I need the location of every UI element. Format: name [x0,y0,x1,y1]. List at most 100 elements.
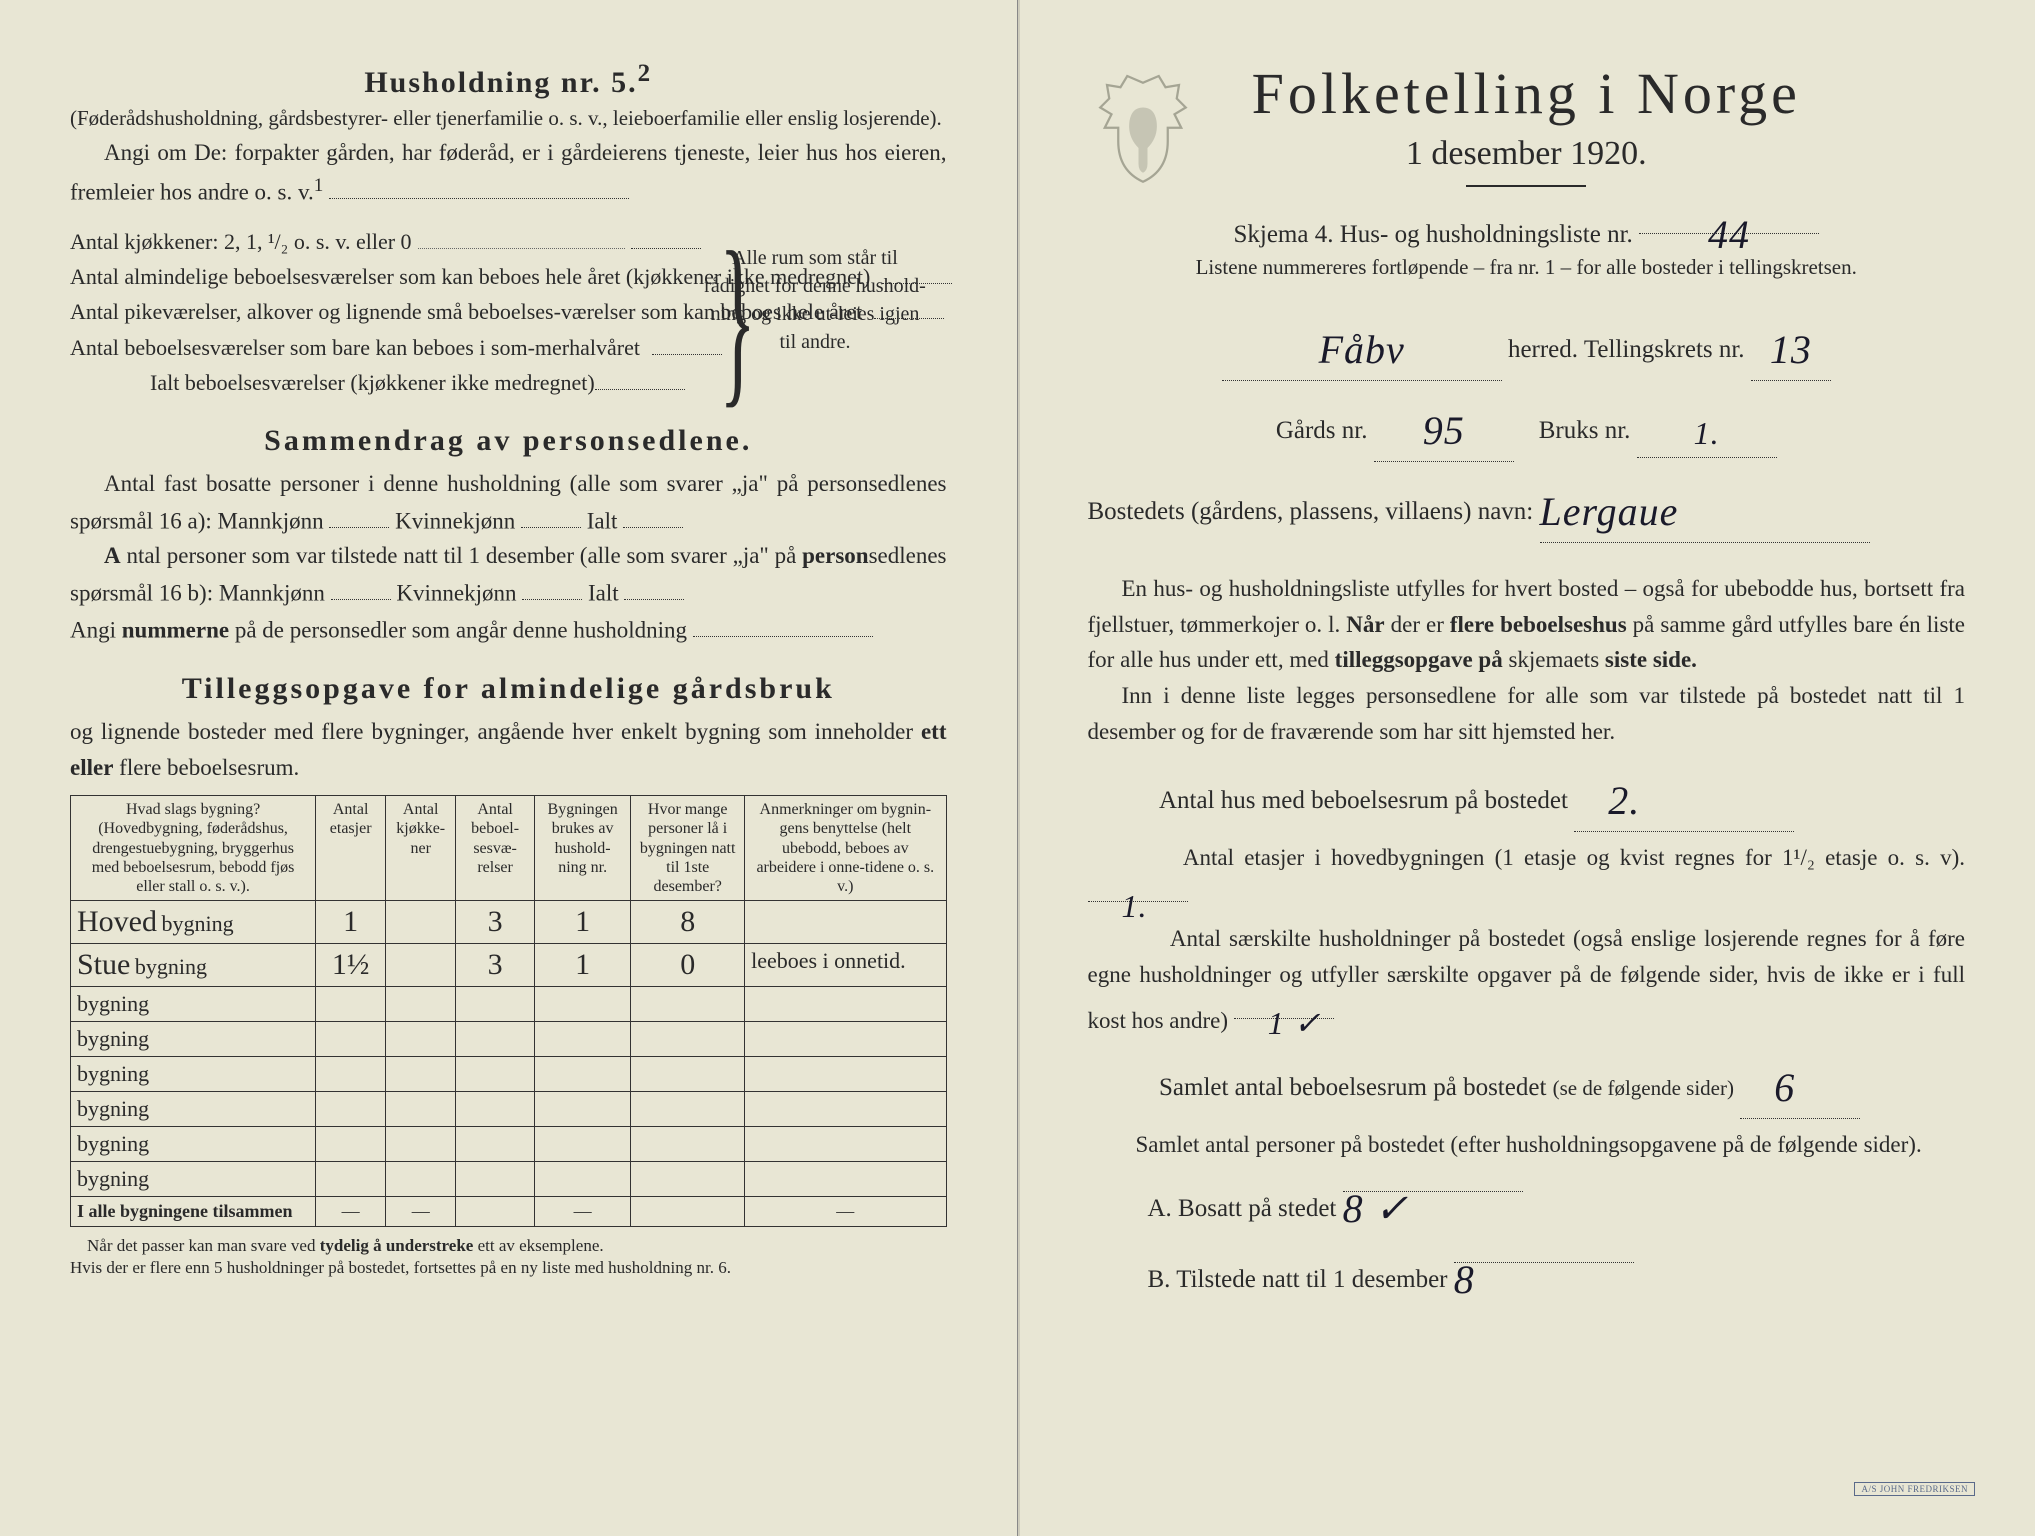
listene-line: Listene nummereres fortløpende – fra nr.… [1088,255,1966,280]
kitchen-row-1: Antal almindelige beboelsesværelser som … [70,259,701,294]
row0-anm [745,901,946,944]
document-spread: Husholdning nr. 5.2 (Føderådshusholdning… [0,0,2035,1536]
fill-kv1 [521,502,581,528]
household-title-text: Husholdning nr. 5. [364,66,637,99]
brace-icon: } [720,224,756,400]
herred-hand: Fåbv [1319,327,1405,372]
angi-fill [329,173,629,199]
row0-kj [386,901,456,944]
angi-sup: 1 [314,175,324,196]
antal-hus-val: 2. [1608,778,1640,823]
dots [418,228,626,249]
antal-line: AAntal personer som var tilstede natt ti… [70,538,947,611]
th-4: Bygningen brukes av hushold-ning nr. [534,796,630,901]
samlet-beb-note: (se de følgende sider) [1553,1076,1734,1100]
table-row: bygning [71,1092,947,1127]
th-3: Antal beboel-sesvæ-relser [456,796,535,901]
ab-block: A. Bosatt på stedet 8 ✓ B. Tilstede natt… [1148,1163,1966,1305]
antal-etasjer-fill: 1. [1088,876,1188,902]
byg-label: bygning [161,911,239,936]
kv-label1: Kvinnekjønn [395,508,515,533]
bosted-line: Bostedets (gårdens, plassens, villaens) … [1088,470,1966,543]
tillegg-sub-text: og lignende bosteder med flere bygninger… [70,719,947,780]
coat-of-arms-icon [1098,70,1188,190]
table-row: bygning [71,1127,947,1162]
bruks-nr: 1. [1694,415,1720,451]
row1-kj [386,944,456,987]
samlet-beb-line: Samlet antal beboelsesrum på bostedet (s… [1088,1046,1966,1119]
kitchen-label-0: Antal kjøkkener: 2, 1, ¹/₂ o. s. v. elle… [70,224,412,259]
antal-hush-fill: 1 ✓ [1234,993,1334,1019]
gards-fill: 95 [1374,389,1514,462]
th-6: Anmerkninger om bygnin-gens benyttelse (… [745,796,946,901]
table-row: bygning [71,1162,947,1197]
antal-etasjer-val: 1. [1122,888,1148,924]
skjema-label: Skjema 4. Hus- og husholdningsliste nr. [1233,221,1632,248]
footnote: Når det passer kan man svare ved tydelig… [70,1235,947,1279]
kitchen-left: Antal kjøkkener: 2, 1, ¹/₂ o. s. v. elle… [70,224,701,400]
antal-hush-val: 1 ✓ [1268,1005,1322,1041]
kitchen-fill-0 [631,248,701,249]
a-line: A. Bosatt på stedet 8 ✓ [1148,1163,1966,1234]
gards-line: Gårds nr. 95 Bruks nr. 1. [1088,389,1966,462]
row0-hush: 1 [534,901,630,944]
fill-ialt2 [624,574,684,600]
ialt-label1: Ialt [587,508,618,533]
a-val: 8 ✓ [1343,1186,1410,1231]
samlet-beb-val: 6 [1774,1065,1795,1110]
samlet-pers-line: Samlet antal personer på bostedet (efter… [1088,1127,1966,1163]
herred-fill: Fåbv [1222,308,1502,381]
angi-line: Angi om De: forpakter gården, har føderå… [70,135,947,210]
farm-table-body: Hoved bygning 1 3 1 8 Stue bygning 1½ 3 … [71,901,947,1227]
krets-nr: 13 [1770,327,1812,372]
b-val: 8 [1454,1257,1475,1302]
table-total-row: I alle bygningene tilsammen ———— [71,1197,947,1227]
table-row: bygning [71,987,947,1022]
left-page: Husholdning nr. 5.2 (Føderådshusholdning… [0,0,1018,1536]
krets-fill: 13 [1751,308,1831,381]
gards-label: Gårds nr. [1276,417,1368,444]
table-row: Hoved bygning 1 3 1 8 [71,901,947,944]
ialt-label2: Ialt [588,580,619,605]
b-fill: 8 [1454,1234,1634,1263]
row1-name: Stue bygning [71,944,316,987]
table-row: bygning [71,1057,947,1092]
total-label: I alle bygningene tilsammen [71,1197,316,1227]
row1-et: 1½ [316,944,386,987]
gards-nr: 95 [1423,408,1465,453]
para1: En hus- og husholdningsliste utfylles fo… [1088,571,1966,678]
bosted-name: Lergaue [1540,489,1679,534]
fill-kv2 [522,574,582,600]
bosted-fill: Lergaue [1540,470,1870,543]
b-line: B. Tilstede natt til 1 desember 8 [1148,1234,1966,1305]
byg-label: bygning [135,954,213,979]
row1-anm: leeboes i onnetid. [745,944,946,987]
para2: Inn i denne liste legges personsedlene f… [1088,678,1966,749]
antal-hush-line: Antal særskilte husholdninger på bostede… [1088,921,1966,1038]
antal-hus-label: Antal hus med beboelsesrum på bostedet [1159,787,1568,814]
farm-table: Hvad slags bygning? (Hovedbygning, føder… [70,795,947,1227]
byg-label: bygning [71,1092,316,1127]
angi-nummerne-line: Angi nummerne på de personsedler som ang… [70,611,947,648]
footnote1: Når det passer kan man svare ved tydelig… [70,1235,947,1257]
row1-pers: 0 [631,944,745,987]
household-title: Husholdning nr. 5.2 [70,60,947,100]
kv-label2: Kvinnekjønn [396,580,516,605]
th-1: Antal etasjer [316,796,386,901]
samlet-beb-label: Samlet antal beboelsesrum på bostedet [1159,1074,1546,1101]
byg-label: bygning [71,1127,316,1162]
tillegg-title: Tilleggsopgave for almindelige gårdsbruk [70,672,947,706]
th-2: Antal kjøkke-ner [386,796,456,901]
th-0: Hvad slags bygning? (Hovedbygning, føder… [71,796,316,901]
antal-hush-label: Antal særskilte husholdninger på bostede… [1088,926,1966,1032]
row1-beb: 3 [456,944,535,987]
table-header-row: Hvad slags bygning? (Hovedbygning, føder… [71,796,947,901]
row0-name-hand: Hoved [77,905,157,938]
kitchen-total-row: Ialt beboelsesværelser (kjøkkener ikke m… [150,365,701,400]
kitchen-label-3: Antal beboelsesværelser som bare kan beb… [70,330,640,365]
fill-mann1 [329,502,389,528]
printer-stamp: A/S JOHN FREDRIKSEN [1854,1482,1975,1496]
household-sup: 2 [638,60,653,87]
angi-nummerne-text: Angi nummerne på de personsedler som ang… [70,617,687,642]
household-paren: (Føderådshusholdning, gårdsbestyrer- ell… [70,106,947,131]
